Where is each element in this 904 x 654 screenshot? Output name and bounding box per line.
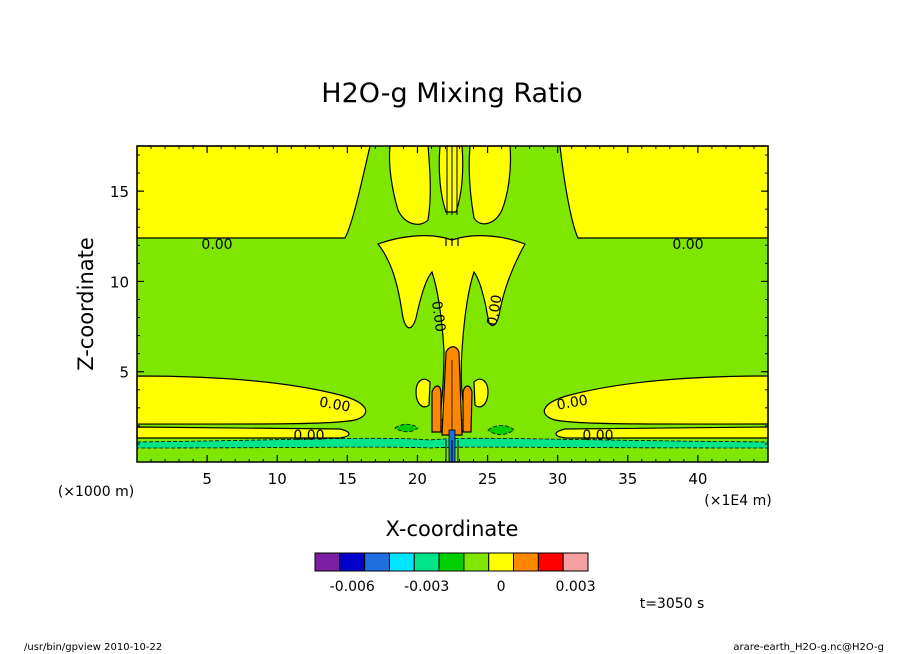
colorbar-swatch [488, 552, 515, 572]
core-yellow-flank-left [415, 378, 431, 408]
lower-right-region [543, 375, 769, 425]
plot-area: 0.00 0.00 0.00 0.00 0.00 0.00 0.00 0.00 [136, 145, 769, 463]
core-orange-right [462, 385, 473, 433]
colorbar-tick-label: 0 [497, 579, 506, 595]
colorbar-tick-label: -0.003 [404, 579, 449, 595]
x-tick-label: 5 [202, 470, 212, 488]
colorbar-swatch [388, 552, 415, 572]
colorbar-tick-labels: -0.006 -0.003 0 0.003 [330, 579, 596, 595]
colorbar [314, 552, 589, 572]
y-tick-marks [137, 154, 768, 445]
y-tick-label: 5 [119, 364, 129, 382]
time-label: t=3050 s [640, 596, 705, 612]
colorbar-tick-label: -0.006 [330, 579, 375, 595]
core-yellow-flank-right [473, 378, 489, 408]
y-unit-label: (×1000 m) [58, 484, 134, 500]
colorbar-swatch [339, 552, 366, 572]
core-orange-left [431, 385, 442, 433]
colorbar-swatch [413, 552, 440, 572]
colorbar-swatch [438, 552, 465, 572]
x-tick-label: 40 [688, 470, 707, 488]
y-tick-labels: 5 10 15 [110, 183, 129, 382]
x-tick-label: 35 [618, 470, 637, 488]
thin-layer-left [136, 426, 350, 439]
program-footer: /usr/bin/gpview 2010-10-22 [24, 642, 162, 653]
colorbar-swatch [463, 552, 490, 572]
plot-frame [136, 145, 769, 463]
contour-label: 0.00 [428, 300, 448, 333]
colorbar-swatch [562, 552, 589, 572]
contour-label: 0.00 [582, 428, 613, 444]
x-tick-label: 20 [408, 470, 427, 488]
colorbar-tick-label: 0.003 [556, 579, 596, 595]
thin-layer-right [555, 426, 769, 439]
x-axis-label: X-coordinate [386, 517, 519, 541]
upper-column-center [438, 145, 464, 213]
y-axis-label: Z-coordinate [74, 237, 98, 371]
lower-left-region [136, 375, 367, 425]
x-tick-label: 30 [548, 470, 567, 488]
colorbar-swatch [314, 552, 341, 572]
colorbar-swatch [537, 552, 564, 572]
y-tick-label: 15 [110, 183, 129, 201]
chart-title: H2O-g Mixing Ratio [321, 78, 582, 109]
x-tick-marks [150, 146, 755, 462]
source-footer: arare-earth_H2O-g.nc@H2O-g [733, 642, 884, 653]
contour-labels: 0.00 0.00 0.00 0.00 0.00 0.00 0.00 0.00 [201, 237, 703, 444]
contour-label: 0.00 [318, 394, 351, 415]
y-tick-label: 10 [110, 273, 129, 291]
x-tick-labels: 5 10 15 20 25 30 35 40 [202, 470, 707, 488]
colorbar-swatch [364, 552, 390, 572]
upper-left-region [136, 145, 371, 239]
x-tick-label: 25 [478, 470, 497, 488]
contour-label: 0.00 [556, 392, 589, 413]
x-tick-label: 15 [338, 470, 357, 488]
contour-label: 0.00 [484, 294, 505, 327]
x-tick-label: 10 [268, 470, 287, 488]
x-unit-label: (×1E4 m) [704, 493, 771, 509]
contour-label: 0.00 [293, 428, 324, 444]
surface-blob-left [394, 423, 419, 433]
upper-column-left [388, 145, 431, 225]
colorbar-swatch [513, 552, 539, 572]
contour-label: 0.00 [672, 237, 703, 253]
contour-lines [445, 146, 459, 462]
anvil-region [377, 235, 526, 421]
surface-blob-right [487, 425, 515, 435]
upper-column-right [468, 145, 512, 225]
contour-label: 0.00 [201, 237, 232, 253]
upper-right-region [559, 145, 769, 239]
